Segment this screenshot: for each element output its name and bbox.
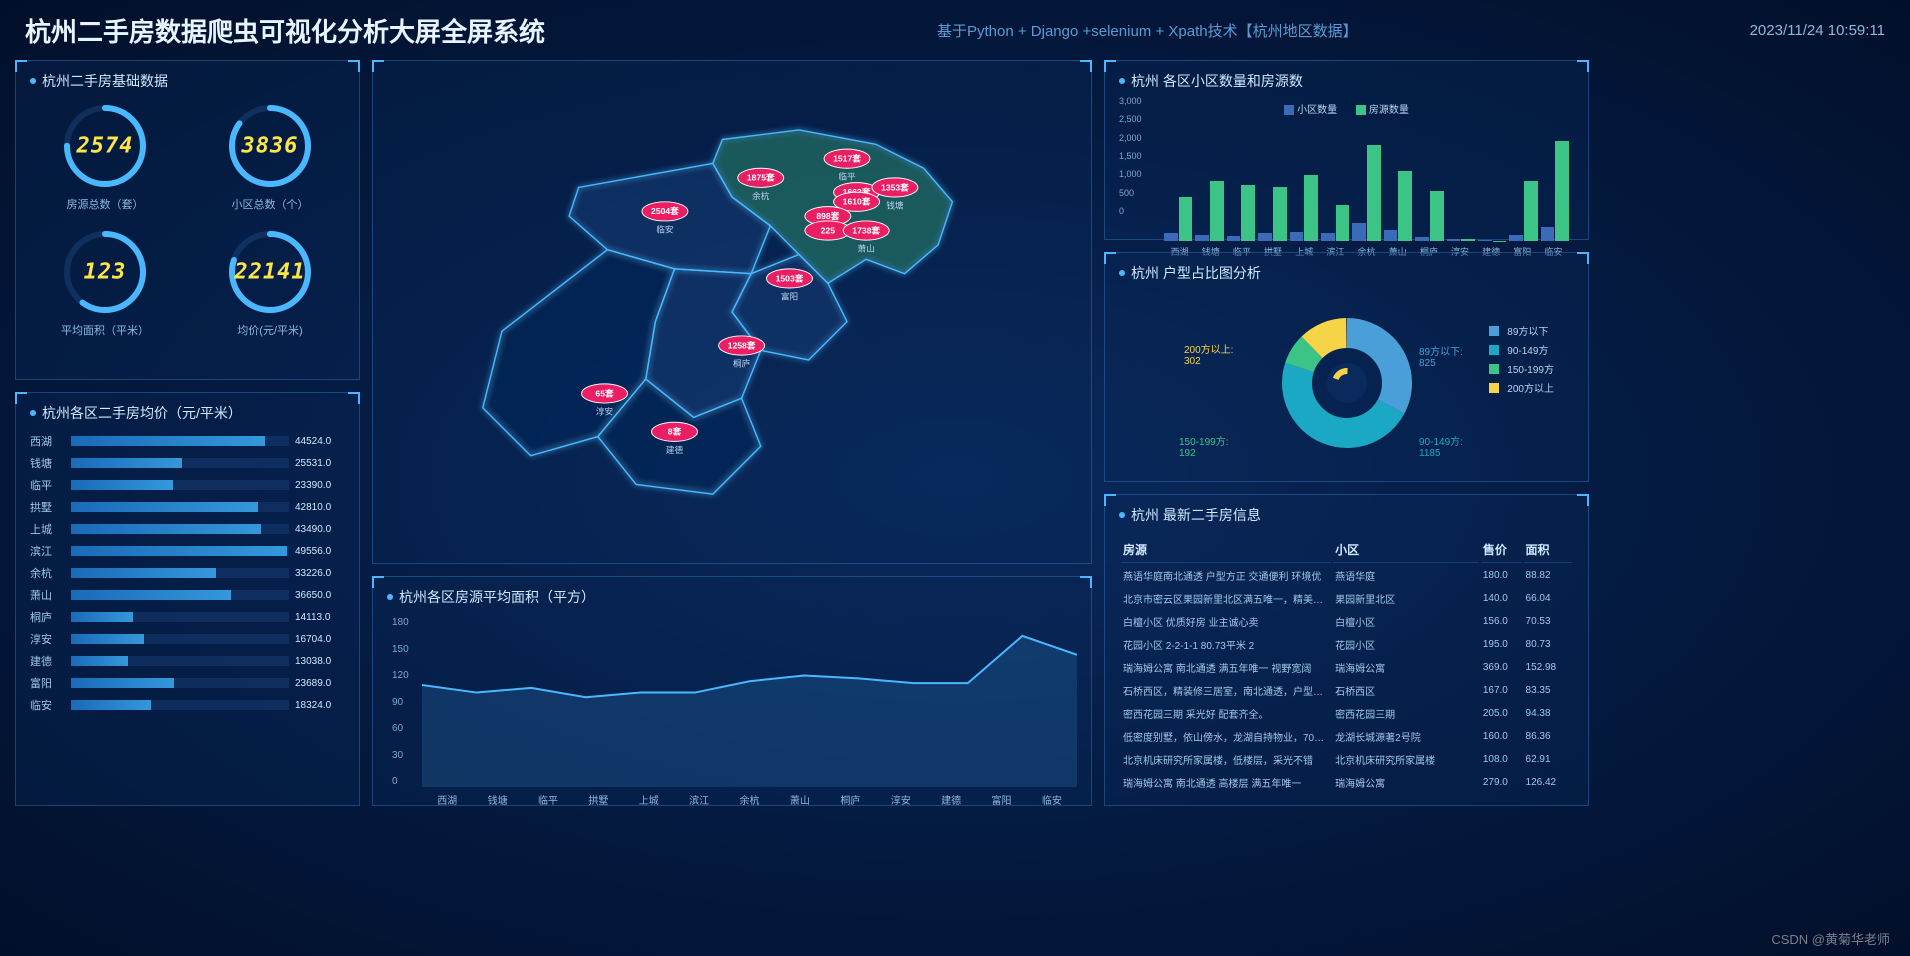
- bar-group: [1478, 121, 1506, 241]
- hbar-row: 淳安16704.0: [30, 631, 345, 647]
- bar-group: [1384, 121, 1412, 241]
- table-panel: 杭州 最新二手房信息 房源小区售价面积 燕语华庭南北通透 户型方正 交通便利 环…: [1104, 494, 1589, 806]
- bar-group: [1164, 121, 1192, 241]
- bar-group: [1352, 121, 1380, 241]
- bar-group: [1509, 121, 1537, 241]
- bar-group: [1258, 121, 1286, 241]
- svg-text:余杭: 余杭: [752, 190, 770, 201]
- hbar-row: 萧山36650.0: [30, 587, 345, 603]
- svg-text:淳安: 淳安: [596, 406, 614, 417]
- line-chart-svg: [422, 617, 1077, 787]
- svg-text:898套: 898套: [816, 210, 839, 221]
- table-row: 瑞海姆公寓 南北通透 高楼层 满五年唯一瑞海姆公寓279.0126.42: [1121, 772, 1572, 793]
- bar-legend: 小区数量 房源数量: [1119, 101, 1574, 116]
- map-panel: 1517套临平1875套余杭1663套1353套钱塘1610套898套上城250…: [372, 60, 1092, 564]
- table-title: 杭州 最新二手房信息: [1131, 505, 1261, 525]
- hbar-row: 临平23390.0: [30, 477, 345, 493]
- gauges-panel: 杭州二手房基础数据 2574房源总数（套）3836小区总数（个）123平均面积（…: [15, 60, 360, 380]
- svg-text:2504套: 2504套: [651, 205, 679, 216]
- svg-text:建德: 建德: [666, 444, 684, 455]
- table-row: 密西花园三期 采光好 配套齐全。密西花园三期205.094.38: [1121, 703, 1572, 724]
- bar-group: [1290, 121, 1318, 241]
- svg-text:钱塘: 钱塘: [886, 200, 904, 211]
- svg-text:8套: 8套: [668, 426, 682, 437]
- svg-text:1610套: 1610套: [843, 196, 871, 207]
- line-title: 杭州各区房源平均面积（平方）: [399, 587, 595, 607]
- hbar-row: 余杭33226.0: [30, 565, 345, 581]
- bar-group: [1447, 121, 1475, 241]
- hbar-panel: 杭州各区二手房均价（元/平米） 西湖44524.0 钱塘25531.0 临平2339…: [15, 392, 360, 806]
- map-svg: 1517套临平1875套余杭1663套1353套钱塘1610套898套上城250…: [387, 71, 1077, 553]
- gauge: 2574房源总数（套）: [30, 101, 180, 212]
- hbar-title: 杭州各区二手房均价（元/平米）: [42, 403, 242, 423]
- hbar-row: 临安18324.0: [30, 697, 345, 713]
- bar-title: 杭州 各区小区数量和房源数: [1131, 71, 1303, 91]
- pie-chart-svg: [1277, 313, 1417, 453]
- listings-table: 房源小区售价面积 燕语华庭南北通透 户型方正 交通便利 环境优燕语华庭180.0…: [1119, 535, 1574, 795]
- svg-text:1353套: 1353套: [881, 181, 909, 192]
- line-panel: 杭州各区房源平均面积（平方） 1801501209060300 西湖钱塘临平拱墅…: [372, 576, 1092, 806]
- svg-text:1517套: 1517套: [833, 153, 861, 164]
- table-row: 瑞海姆公寓 南北通透 满五年唯一 视野宽阔瑞海姆公寓369.0152.98: [1121, 657, 1572, 678]
- svg-text:1738套: 1738套: [852, 224, 880, 235]
- table-row: 白檀小区 优质好房 业主诚心卖白檀小区156.070.53: [1121, 611, 1572, 632]
- table-row: 北京市密云区果园新里北区满五唯一，精美装修，果园新里北区140.066.04: [1121, 588, 1572, 609]
- table-row: 燕语华庭南北通透 户型方正 交通便利 环境优燕语华庭180.088.82: [1121, 565, 1572, 586]
- svg-text:1258套: 1258套: [728, 339, 756, 350]
- gauge: 123平均面积（平米）: [30, 227, 180, 338]
- timestamp: 2023/11/24 10:59:11: [1750, 22, 1885, 39]
- hbar-row: 上城43490.0: [30, 521, 345, 537]
- bar-panel: 杭州 各区小区数量和房源数 小区数量 房源数量 05001,0001,5002,…: [1104, 60, 1589, 240]
- gauge: 3836小区总数（个）: [195, 101, 345, 212]
- svg-text:65套: 65套: [595, 387, 614, 398]
- bar-group: [1195, 121, 1223, 241]
- pie-panel: 杭州 户型占比图分析 89方以下90-149方150-199方200方以上 89…: [1104, 252, 1589, 482]
- hbar-row: 建德13038.0: [30, 653, 345, 669]
- table-row: 北京机床研究所家属楼，低楼层，采光不错北京机床研究所家属楼108.062.91: [1121, 749, 1572, 770]
- main-title: 杭州二手房数据爬虫可视化分析大屏全屏系统: [25, 12, 545, 49]
- bar-group: [1227, 121, 1255, 241]
- svg-text:富阳: 富阳: [781, 291, 798, 302]
- svg-text:萧山: 萧山: [858, 243, 875, 254]
- hbar-row: 滨江49556.0: [30, 543, 345, 559]
- header: 杭州二手房数据爬虫可视化分析大屏全屏系统 基于Python + Django +…: [0, 0, 1910, 60]
- hbar-row: 拱墅42810.0: [30, 499, 345, 515]
- svg-text:临平: 临平: [838, 171, 856, 182]
- svg-text:临安: 临安: [656, 223, 674, 234]
- svg-text:桐庐: 桐庐: [733, 358, 751, 369]
- table-row: 花园小区 2-2-1-1 80.73平米 2花园小区195.080.73: [1121, 634, 1572, 655]
- hbar-row: 桐庐14113.0: [30, 609, 345, 625]
- subtitle: 基于Python + Django +selenium + Xpath技术【杭州…: [545, 20, 1750, 41]
- watermark: CSDN @黄菊华老师: [1771, 929, 1890, 948]
- bar-group: [1541, 121, 1569, 241]
- hbar-row: 富阳23689.0: [30, 675, 345, 691]
- bar-group: [1415, 121, 1443, 241]
- svg-text:1503套: 1503套: [776, 272, 804, 283]
- hbar-row: 西湖44524.0: [30, 433, 345, 449]
- gauges-title: 杭州二手房基础数据: [42, 71, 168, 91]
- gauge: 22141均价(元/平米): [195, 227, 345, 338]
- bar-group: [1321, 121, 1349, 241]
- table-row: 低密度别墅，依山傍水，龙湖自持物业，70年产龙湖长城源著2号院160.086.3…: [1121, 726, 1572, 747]
- pie-title: 杭州 户型占比图分析: [1131, 263, 1261, 283]
- svg-text:225: 225: [821, 225, 836, 235]
- svg-text:1875套: 1875套: [747, 172, 775, 183]
- table-row: 石桥西区，精装修三居室，南北通透，户型方正。石桥西区167.083.35: [1121, 680, 1572, 701]
- hbar-row: 钱塘25531.0: [30, 455, 345, 471]
